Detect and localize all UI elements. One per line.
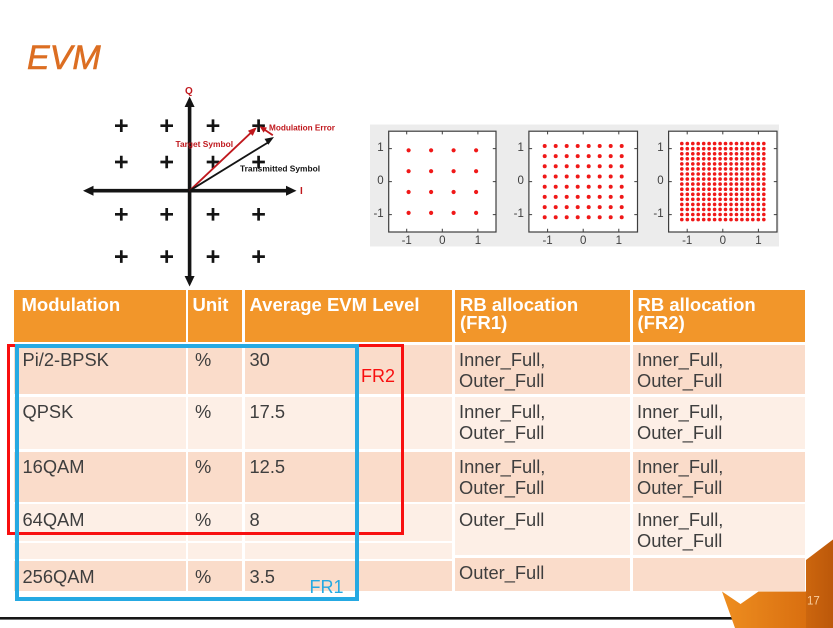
svg-text:-1: -1 <box>653 208 663 220</box>
svg-text:-1: -1 <box>514 208 524 220</box>
svg-text:Target Symbol: Target Symbol <box>176 139 234 149</box>
svg-text:Transmitted Symbol: Transmitted Symbol <box>240 164 320 174</box>
svg-text:17: 17 <box>807 596 820 608</box>
svg-text:I: I <box>300 186 303 197</box>
svg-text:1: 1 <box>475 235 481 247</box>
svg-text:0: 0 <box>439 235 445 247</box>
svg-text:Modulation Error: Modulation Error <box>269 124 336 133</box>
svg-text:Q: Q <box>185 86 193 97</box>
svg-text:-1: -1 <box>373 208 383 220</box>
svg-text:0: 0 <box>580 235 586 247</box>
svg-text:1: 1 <box>755 235 761 247</box>
svg-text:0: 0 <box>657 175 663 187</box>
svg-text:1: 1 <box>616 235 622 247</box>
svg-text:0: 0 <box>517 175 523 187</box>
svg-text:1: 1 <box>377 142 383 154</box>
svg-text:-1: -1 <box>682 235 692 247</box>
svg-text:1: 1 <box>517 142 523 154</box>
svg-text:-1: -1 <box>402 235 412 247</box>
svg-text:1: 1 <box>657 142 663 154</box>
svg-text:0: 0 <box>377 175 383 187</box>
svg-text:0: 0 <box>720 235 726 247</box>
svg-text:-1: -1 <box>542 235 552 247</box>
